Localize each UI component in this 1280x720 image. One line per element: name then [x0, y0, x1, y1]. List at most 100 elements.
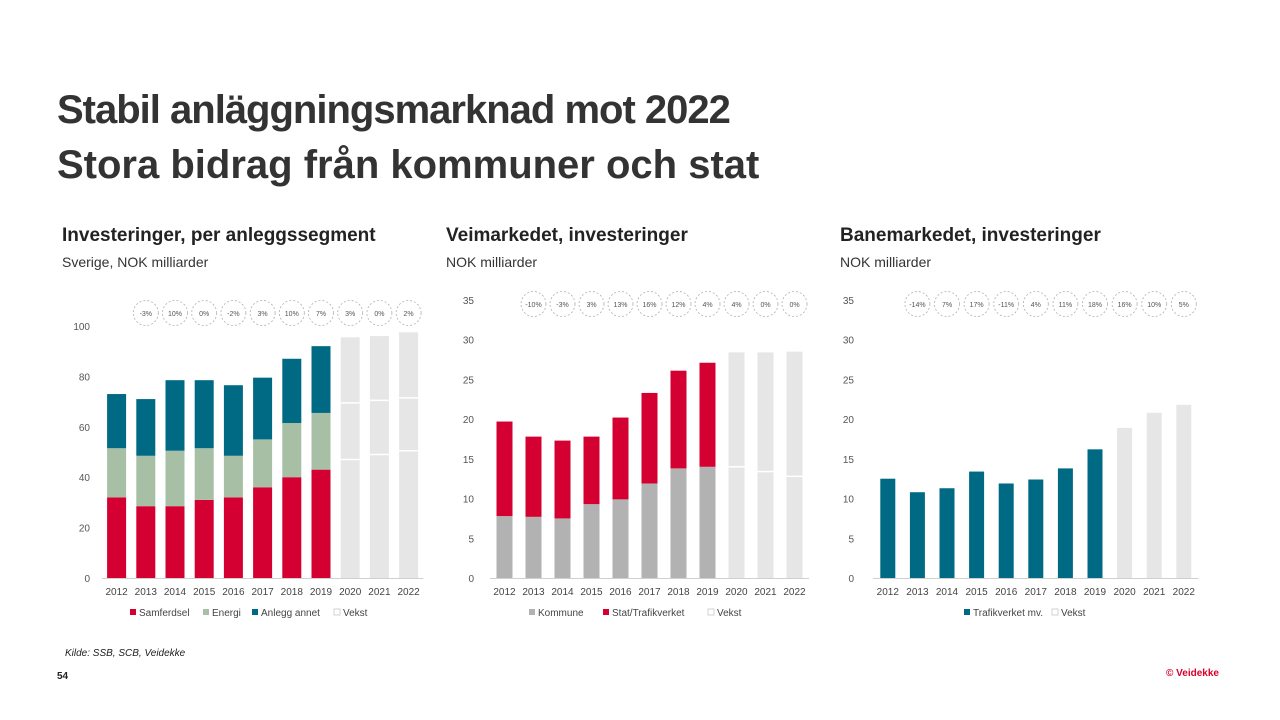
x-tick-label: 2021 [1143, 587, 1166, 598]
growth-circle [578, 291, 605, 317]
growth-circle [1111, 291, 1138, 317]
legend-label: Kommune [538, 608, 584, 619]
x-tick-label: 2017 [638, 587, 661, 598]
chart1-title: Investeringer, per anleggssegment [62, 225, 376, 246]
bar-segment [107, 448, 127, 498]
growth-label: 10% [168, 311, 182, 318]
chart3-title: Banemarkedet, investeringer [840, 225, 1101, 246]
bar-segment [311, 412, 331, 470]
growth-label: 5% [1179, 302, 1189, 309]
bar-segment [554, 440, 571, 519]
x-tick-label: 2022 [397, 587, 420, 598]
bar-segment [282, 477, 302, 578]
growth-label: 4% [731, 302, 741, 309]
bar-segment [165, 450, 185, 507]
growth-circle [1170, 291, 1197, 317]
growth-circle [636, 291, 663, 317]
growth-label: 0% [789, 302, 799, 309]
y-tick-label: 20 [79, 524, 91, 535]
bar-segment [223, 385, 243, 456]
bar-segment [583, 504, 600, 578]
y-tick-label: 35 [843, 296, 855, 307]
growth-label: 10% [1147, 302, 1161, 309]
x-tick-label: 2021 [368, 587, 391, 598]
x-tick-label: 2015 [580, 587, 603, 598]
chart2-title: Veimarkedet, investeringer [446, 225, 688, 246]
y-tick-label: 20 [843, 415, 855, 426]
bar-segment [399, 332, 419, 578]
y-tick-label: 35 [463, 296, 475, 307]
bar-segment [136, 455, 156, 507]
growth-circle [191, 300, 218, 326]
legend-swatch [333, 608, 341, 616]
growth-label: 7% [316, 311, 326, 318]
x-tick-label: 2020 [725, 587, 748, 598]
bar-segment [253, 487, 273, 578]
legend-label: Vekst [343, 608, 368, 619]
y-tick-label: 10 [843, 495, 855, 506]
y-tick-label: 15 [463, 455, 475, 466]
growth-circle [993, 291, 1020, 317]
growth-circle [132, 300, 159, 326]
growth-label: -2% [227, 311, 239, 318]
growth-label: -10% [525, 302, 541, 309]
x-tick-label: 2021 [754, 587, 777, 598]
growth-label: -11% [998, 302, 1014, 309]
bar-segment [1028, 479, 1044, 578]
x-tick-label: 2022 [1173, 587, 1196, 598]
growth-circle [249, 300, 276, 326]
growth-label: -14% [909, 302, 925, 309]
brand-copyright: © Veidekke [1166, 668, 1219, 679]
bar-segment [1117, 427, 1133, 578]
bar-segment [728, 352, 745, 578]
y-tick-label: 15 [843, 455, 855, 466]
bar-segment [1146, 412, 1162, 578]
bar-segment [880, 478, 896, 578]
chart1-subtitle: Sverige, NOK milliarder [62, 254, 209, 270]
x-tick-label: 2013 [135, 587, 158, 598]
legend-swatch [964, 609, 970, 615]
growth-label: 7% [942, 302, 952, 309]
bar-segment [194, 448, 214, 500]
x-tick-label: 2014 [936, 587, 959, 598]
growth-circle [520, 291, 547, 317]
growth-circle [278, 300, 305, 326]
y-tick-label: 0 [84, 574, 90, 585]
legend-label: Trafikverket mv. [973, 608, 1043, 619]
bar-segment [223, 497, 243, 578]
growth-label: 3% [345, 311, 355, 318]
x-tick-label: 2018 [667, 587, 690, 598]
growth-label: 18% [1088, 302, 1102, 309]
bar-segment [670, 468, 687, 578]
bar-segment [136, 399, 156, 456]
growth-label: 2% [404, 311, 414, 318]
x-tick-label: 2018 [281, 587, 304, 598]
x-tick-label: 2018 [1054, 587, 1077, 598]
bar-segment [554, 518, 571, 578]
x-tick-label: 2012 [877, 587, 900, 598]
growth-circle [934, 291, 960, 317]
y-tick-label: 5 [848, 534, 854, 545]
growth-circle [1082, 291, 1108, 317]
bar-segment [496, 421, 513, 517]
bar-segment [253, 377, 273, 440]
bar-segment [612, 499, 629, 578]
growth-circle [904, 291, 931, 317]
y-tick-label: 30 [463, 336, 475, 347]
x-tick-label: 2013 [522, 587, 545, 598]
bar-segment [1057, 468, 1073, 578]
legend-label: Stat/Trafikverket [612, 608, 685, 619]
growth-circle [549, 291, 576, 317]
page-subtitle: Stora bidrag från kommuner och stat [57, 143, 760, 187]
y-tick-label: 0 [848, 574, 854, 585]
y-tick-label: 25 [463, 375, 475, 386]
bar-segment [969, 471, 985, 578]
bar-segment [311, 469, 331, 578]
page-number: 54 [57, 671, 69, 682]
x-tick-label: 2015 [965, 587, 988, 598]
x-tick-label: 2019 [696, 587, 719, 598]
chart3-subtitle: NOK milliarder [840, 254, 932, 270]
legend-label: Anlegg annet [261, 608, 320, 619]
legend-swatch [252, 609, 258, 615]
page-title: Stabil anläggningsmarknad mot 2022 [57, 88, 731, 132]
